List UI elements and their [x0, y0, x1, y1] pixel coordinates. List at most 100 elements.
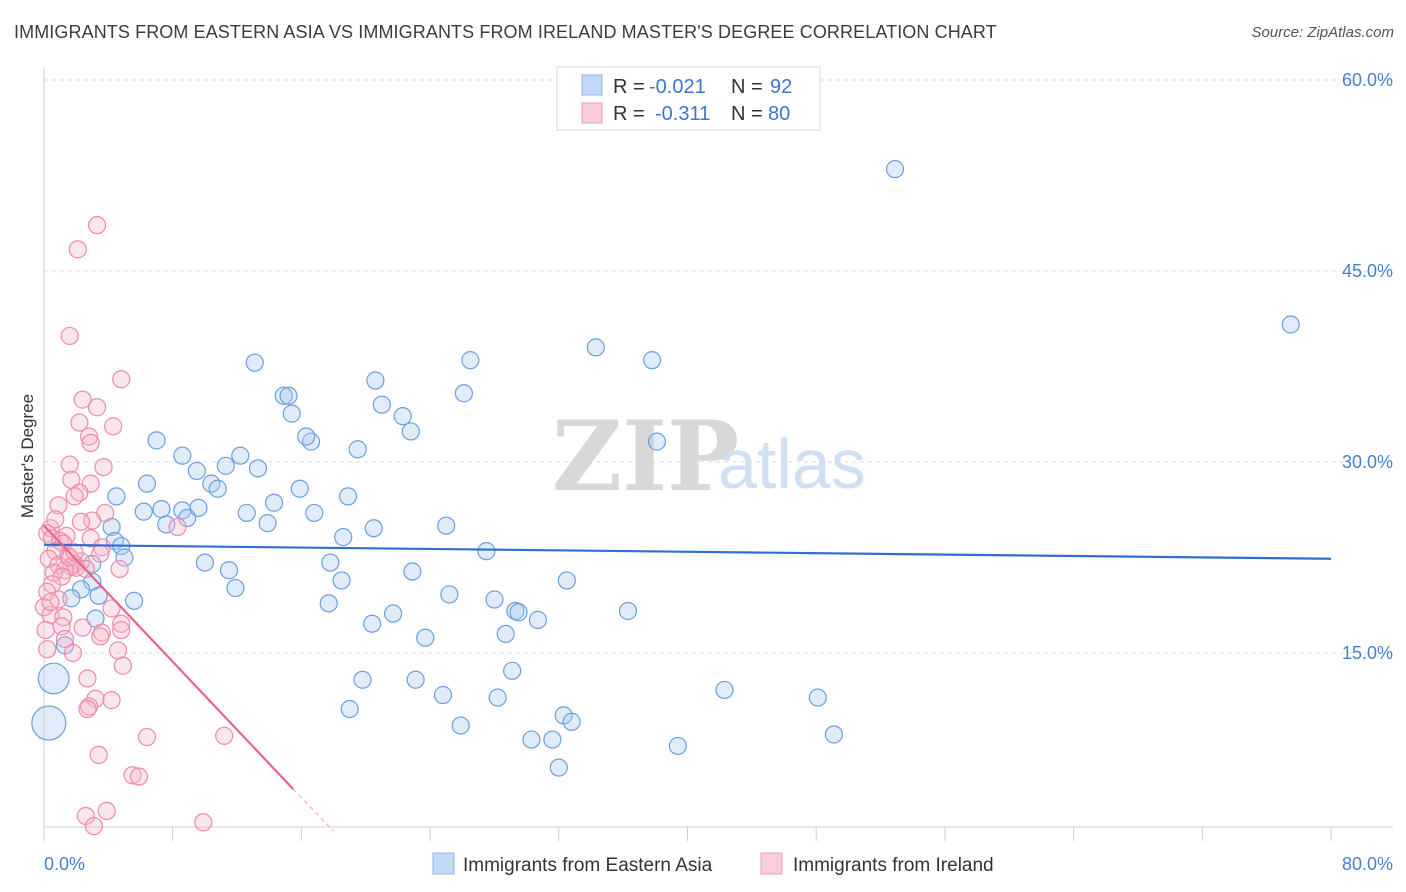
data-point-ireland [36, 620, 55, 640]
data-point-eastern-asia [226, 578, 245, 598]
data-point-eastern-asia [348, 440, 367, 459]
chart-title: IMMIGRANTS FROM EASTERN ASIA VS IMMIGRAN… [14, 22, 997, 42]
data-point-eastern-asia [31, 705, 67, 741]
data-point-eastern-asia [477, 542, 496, 561]
bottom-legend-label-pink: Immigrants from Ireland [793, 855, 994, 876]
legend-n-label-pink: N = [731, 103, 763, 125]
data-point-ireland [38, 640, 57, 659]
watermark-atlas: atlas [718, 425, 866, 503]
data-point-eastern-asia [808, 688, 827, 707]
series-ireland-points [34, 216, 234, 836]
data-point-ireland [104, 417, 123, 436]
data-point-ireland [168, 517, 187, 537]
watermark-zip: ZIP [552, 400, 739, 513]
data-point-ireland [110, 559, 129, 579]
data-point-eastern-asia [364, 519, 383, 538]
data-point-eastern-asia [173, 446, 192, 465]
data-point-eastern-asia [219, 561, 239, 580]
watermark: ZIP atlas [552, 400, 866, 513]
legend-r-value-blue: -0.021 [649, 76, 706, 98]
data-point-eastern-asia [332, 571, 351, 590]
data-point-ireland [78, 699, 97, 719]
data-point-ireland [92, 538, 112, 557]
data-point-ireland [78, 669, 97, 688]
trend-line-eastern-asia [43, 543, 1332, 560]
data-point-eastern-asia [157, 515, 176, 534]
data-point-ireland [123, 766, 142, 785]
data-point-ireland [129, 767, 149, 786]
data-point-ireland [108, 641, 128, 660]
data-point-ireland [112, 370, 131, 389]
data-point-eastern-asia [549, 758, 568, 777]
legend-n-value-blue: 92 [770, 76, 792, 98]
data-point-ireland [49, 496, 68, 515]
data-point-ireland [71, 512, 91, 531]
data-point-eastern-asia [237, 503, 256, 523]
data-point-eastern-asia [885, 160, 905, 179]
data-point-ireland [65, 487, 84, 506]
data-point-eastern-asia [401, 422, 420, 441]
data-point-ireland [87, 216, 107, 235]
data-point-eastern-asia [643, 351, 662, 370]
x-tick-labels: 0.0% 80.0% [44, 854, 1393, 874]
y-tick-label: 60.0% [1342, 70, 1393, 90]
trend-lines [43, 524, 1332, 832]
y-axis-label: Master's Degree [18, 394, 37, 518]
data-point-eastern-asia [383, 604, 403, 623]
data-point-eastern-asia [152, 500, 171, 519]
data-point-eastern-asia [245, 353, 264, 372]
top-legend: R = -0.021 N = 92 R = -0.311 N = 80 [556, 66, 821, 131]
data-point-eastern-asia [305, 503, 324, 523]
series-eastern-asia-points [31, 160, 1300, 777]
legend-r-label-pink: R = [613, 103, 645, 125]
data-point-eastern-asia [279, 386, 298, 405]
data-point-eastern-asia [647, 432, 667, 451]
data-point-eastern-asia [557, 571, 576, 590]
data-point-ireland [113, 656, 132, 675]
data-point-eastern-asia [393, 407, 412, 426]
bottom-legend-label-blue: Immigrants from Eastern Asia [463, 855, 713, 876]
data-point-ireland [102, 599, 121, 618]
data-point-eastern-asia [433, 685, 453, 705]
data-point-ireland [102, 691, 121, 710]
y-tick-label: 15.0% [1342, 643, 1393, 663]
data-point-eastern-asia [668, 736, 687, 756]
data-point-eastern-asia [208, 479, 227, 498]
data-point-eastern-asia [195, 553, 214, 572]
data-point-ireland [137, 727, 157, 747]
data-point-eastern-asia [297, 427, 316, 446]
bottom-legend-swatch-blue [432, 852, 455, 875]
data-point-eastern-asia [496, 624, 515, 644]
data-point-eastern-asia [258, 514, 277, 533]
legend-swatch-pink [581, 102, 603, 124]
data-point-ireland [60, 326, 79, 346]
data-point-eastern-asia [353, 670, 372, 689]
data-point-eastern-asia [334, 528, 353, 547]
data-point-ireland [68, 240, 87, 259]
x-tick-label: 0.0% [44, 854, 85, 874]
data-point-ireland [81, 433, 100, 452]
data-point-ireland [194, 813, 213, 832]
trend-line-ireland [43, 524, 295, 791]
data-point-eastern-asia [134, 502, 153, 521]
data-point-ireland [112, 620, 131, 640]
data-point-eastern-asia [618, 601, 638, 621]
data-point-ireland [60, 548, 79, 567]
data-point-ireland [39, 549, 58, 568]
axes [43, 67, 1393, 841]
data-point-ireland [94, 457, 113, 477]
data-point-ireland [52, 567, 71, 586]
data-point-eastern-asia [62, 589, 81, 608]
data-point-eastern-asia [509, 603, 528, 622]
data-point-eastern-asia [451, 716, 470, 735]
legend-r-label-blue: R = [613, 76, 645, 98]
legend-n-label-blue: N = [731, 76, 763, 98]
data-point-ireland [41, 592, 60, 612]
data-point-eastern-asia [37, 662, 70, 695]
data-point-eastern-asia [824, 725, 843, 744]
data-point-ireland [91, 627, 110, 646]
data-point-eastern-asia [372, 395, 391, 414]
data-point-eastern-asia [274, 386, 293, 405]
data-point-ireland [89, 745, 108, 764]
